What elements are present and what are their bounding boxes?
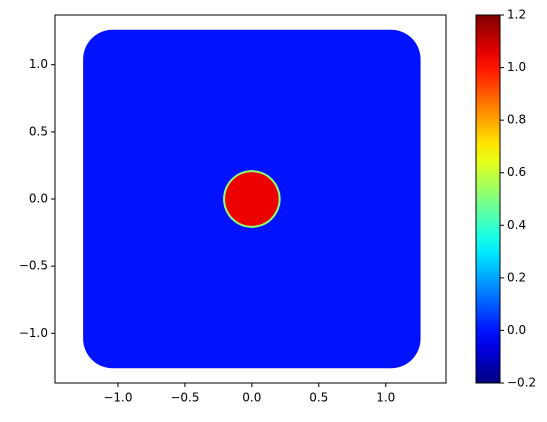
colorbar-tick-label: −0.2 bbox=[507, 376, 536, 390]
colorbar-tick-label: 0.2 bbox=[507, 270, 526, 284]
y-tick-label: −1.0 bbox=[19, 326, 48, 340]
colorbar-tick-label: 0.8 bbox=[507, 113, 526, 127]
colorbar bbox=[475, 14, 501, 384]
x-tick-label: −1.0 bbox=[103, 391, 132, 405]
field-region bbox=[225, 172, 279, 226]
y-tick-label: −0.5 bbox=[19, 259, 48, 273]
x-tick-label: 1.0 bbox=[376, 391, 395, 405]
x-tick-label: 0.0 bbox=[242, 391, 261, 405]
y-tick-label: 0.0 bbox=[29, 192, 48, 206]
colorbar-tick-label: 0.0 bbox=[507, 323, 526, 337]
y-tick-label: 1.0 bbox=[29, 57, 48, 71]
colorbar-tick-label: 0.6 bbox=[507, 165, 526, 179]
x-tick-label: 0.5 bbox=[309, 391, 328, 405]
colorbar-tick-label: 1.2 bbox=[507, 8, 526, 22]
y-tick-label: 0.5 bbox=[29, 124, 48, 138]
x-tick-label: −0.5 bbox=[170, 391, 199, 405]
colorbar-tick-label: 1.0 bbox=[507, 60, 526, 74]
colorbar-tick-label: 0.4 bbox=[507, 218, 526, 232]
